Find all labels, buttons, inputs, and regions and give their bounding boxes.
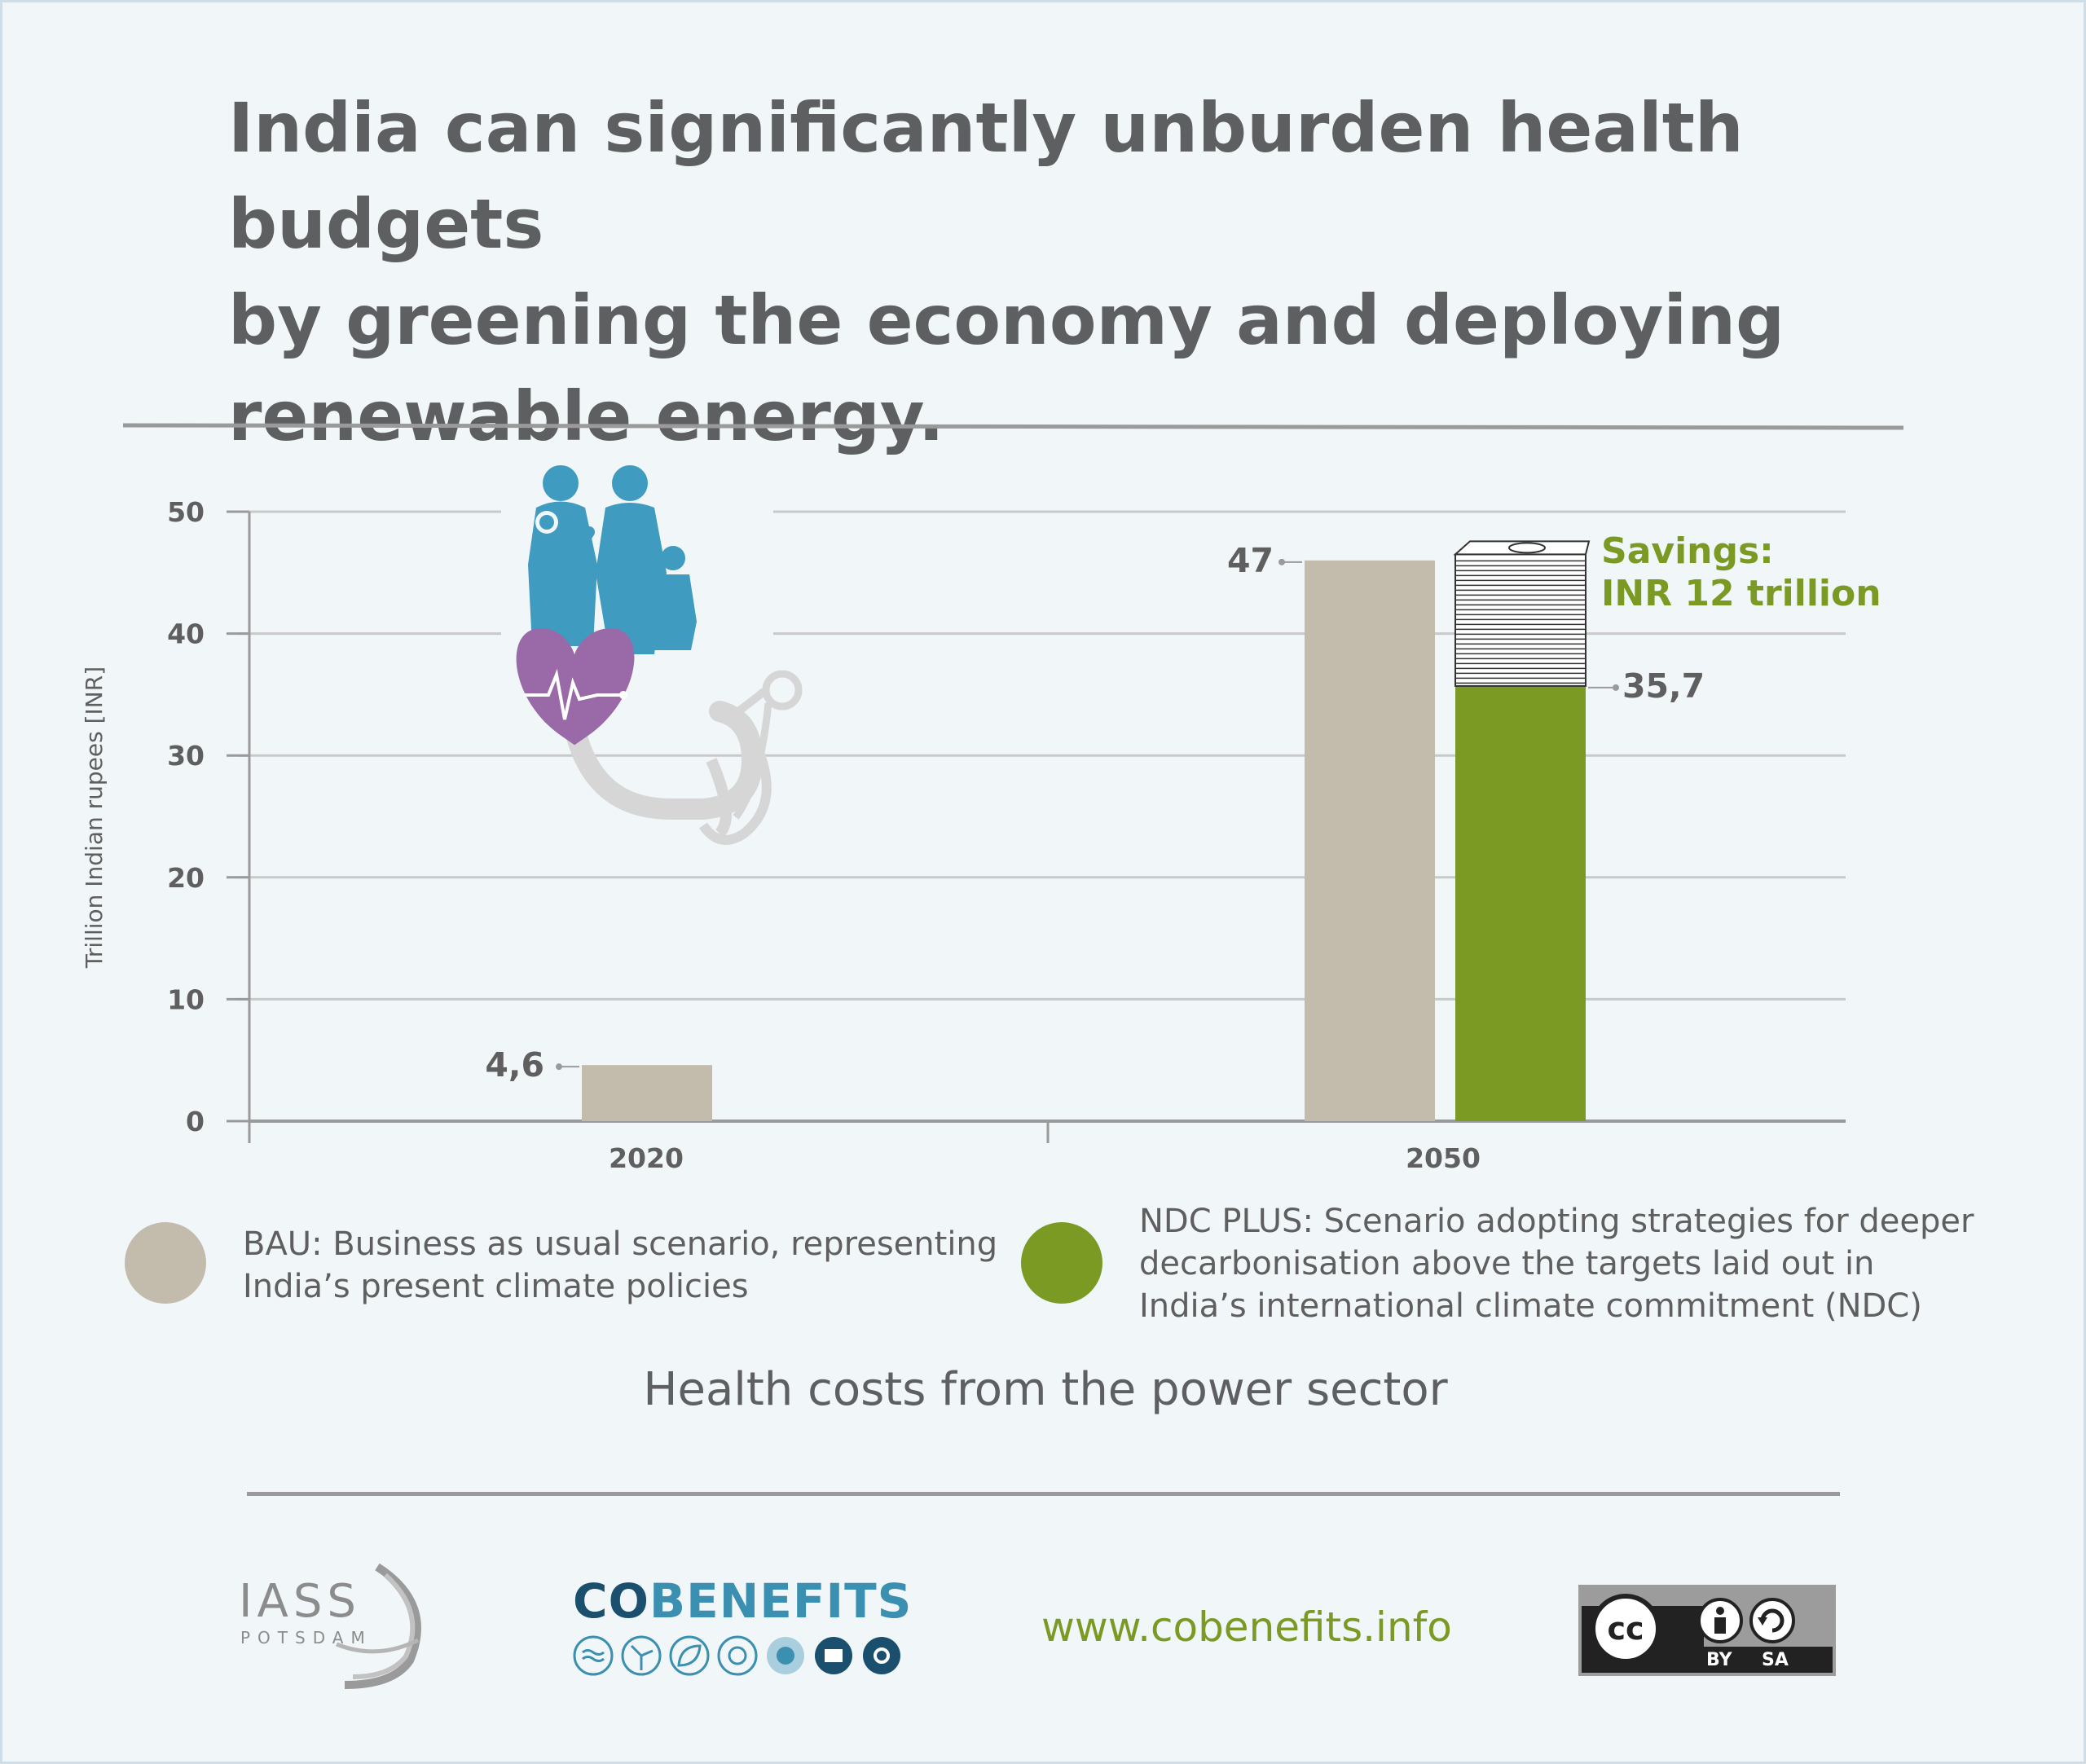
- bar-ndc-2050: [1455, 685, 1586, 1121]
- legend-ndc-swatch: [1021, 1222, 1102, 1304]
- data-label-bau-2050: 47: [1227, 541, 1274, 580]
- data-label-ndc-2050: 35,7: [1622, 666, 1705, 706]
- cc-sa-label: SA: [1762, 1650, 1789, 1670]
- x-axis-categories: 2020 2050: [609, 1142, 1481, 1174]
- sun-icon: [717, 1635, 758, 1676]
- legend-ndc-text: NDC PLUS: Scenario adopting strategies f…: [1139, 1200, 1974, 1327]
- data-labels: 4,6 47 35,7: [485, 541, 1705, 1084]
- x-category-2020: 2020: [609, 1142, 684, 1174]
- y-tick-label: 50: [167, 496, 205, 528]
- title-line: India can significantly unburden health …: [228, 88, 1744, 264]
- title-line: by greening the economy and deploying: [228, 280, 1785, 360]
- cc-icons: cc: [1582, 1588, 1833, 1664]
- water-icon: [573, 1635, 614, 1676]
- y-tick-label: 10: [167, 983, 205, 1015]
- iass-logo-subtext: POTSDAM: [240, 1628, 372, 1647]
- leaf-icon: [669, 1635, 710, 1676]
- legend-line: India’s international climate commitment…: [1139, 1287, 1922, 1325]
- wind-icon: [621, 1635, 662, 1676]
- family-health-icon: [501, 459, 803, 845]
- data-label-bau-2020-dot: [556, 1063, 562, 1071]
- savings-line: INR 12 trillion: [1601, 573, 1881, 614]
- page-title: India can significantly unburden health …: [228, 80, 1939, 464]
- money-stack-top: [1453, 540, 1591, 556]
- legend-line: decarbonisation above the targets laid o…: [1139, 1245, 1875, 1282]
- cc-by-label: BY: [1706, 1650, 1732, 1670]
- y-tick-label: 20: [167, 862, 205, 894]
- legend-line: India’s present climate policies: [243, 1268, 749, 1305]
- cobenefits-logo-part: CO: [573, 1573, 649, 1629]
- website-link[interactable]: www.cobenefits.info: [1041, 1603, 1452, 1651]
- money-stack-note-mark: [1508, 542, 1546, 554]
- y-tick-label: 30: [167, 740, 205, 772]
- cc-license-badge: cc BY SA: [1578, 1585, 1836, 1676]
- cobenefits-icons-row: [573, 1635, 900, 1676]
- cobenefits-logo-part: BENEFITS: [649, 1573, 913, 1629]
- data-label-bau-2020: 4,6: [485, 1045, 544, 1084]
- sa-icon: [1749, 1598, 1795, 1643]
- bar-bau-2050: [1305, 560, 1435, 1121]
- data-label-ndc-2050-dot: [1613, 684, 1619, 691]
- iass-swoosh-icon: [336, 1563, 421, 1689]
- savings-annotation: Savings: INR 12 trillion: [1601, 530, 1881, 615]
- money-stack-icon: [1453, 540, 1591, 687]
- money-stack-body: [1454, 553, 1587, 687]
- cc-logo-text: cc: [1607, 1611, 1644, 1647]
- bar-chart: 0 10 20 30 40 50 Trillion Indian rupees [INR]: [81, 459, 1846, 1174]
- gear-icon: [863, 1637, 900, 1674]
- legend-line: NDC PLUS: Scenario adopting strategies f…: [1139, 1203, 1974, 1240]
- cobenefits-logo-text: COBENEFITS: [573, 1573, 912, 1629]
- y-axis-ticks: 0 10 20 30 40 50: [167, 496, 205, 1137]
- legend-bau-text: BAU: Business as usual scenario, represe…: [243, 1223, 997, 1308]
- bar-bau-2020: [582, 1065, 712, 1121]
- y-tick-label: 40: [167, 618, 205, 650]
- y-axis-label: Trillion Indian rupees [INR]: [81, 666, 108, 969]
- savings-line: Savings:: [1601, 530, 1774, 572]
- bottom-divider: [247, 1492, 1840, 1496]
- x-category-2050: 2050: [1406, 1142, 1481, 1174]
- y-tick-label: 0: [186, 1106, 205, 1137]
- legend-line: BAU: Business as usual scenario, represe…: [243, 1225, 998, 1263]
- bars: [582, 560, 1586, 1121]
- data-label-bau-2050-dot: [1278, 558, 1285, 565]
- legend-bau-swatch: [125, 1222, 206, 1304]
- iass-logo-text: IASS: [239, 1575, 361, 1628]
- title-line: renewable energy.: [228, 376, 944, 456]
- cc-logo-icon: [1591, 1594, 1661, 1664]
- chart-title: Health costs from the power sector: [643, 1363, 1448, 1416]
